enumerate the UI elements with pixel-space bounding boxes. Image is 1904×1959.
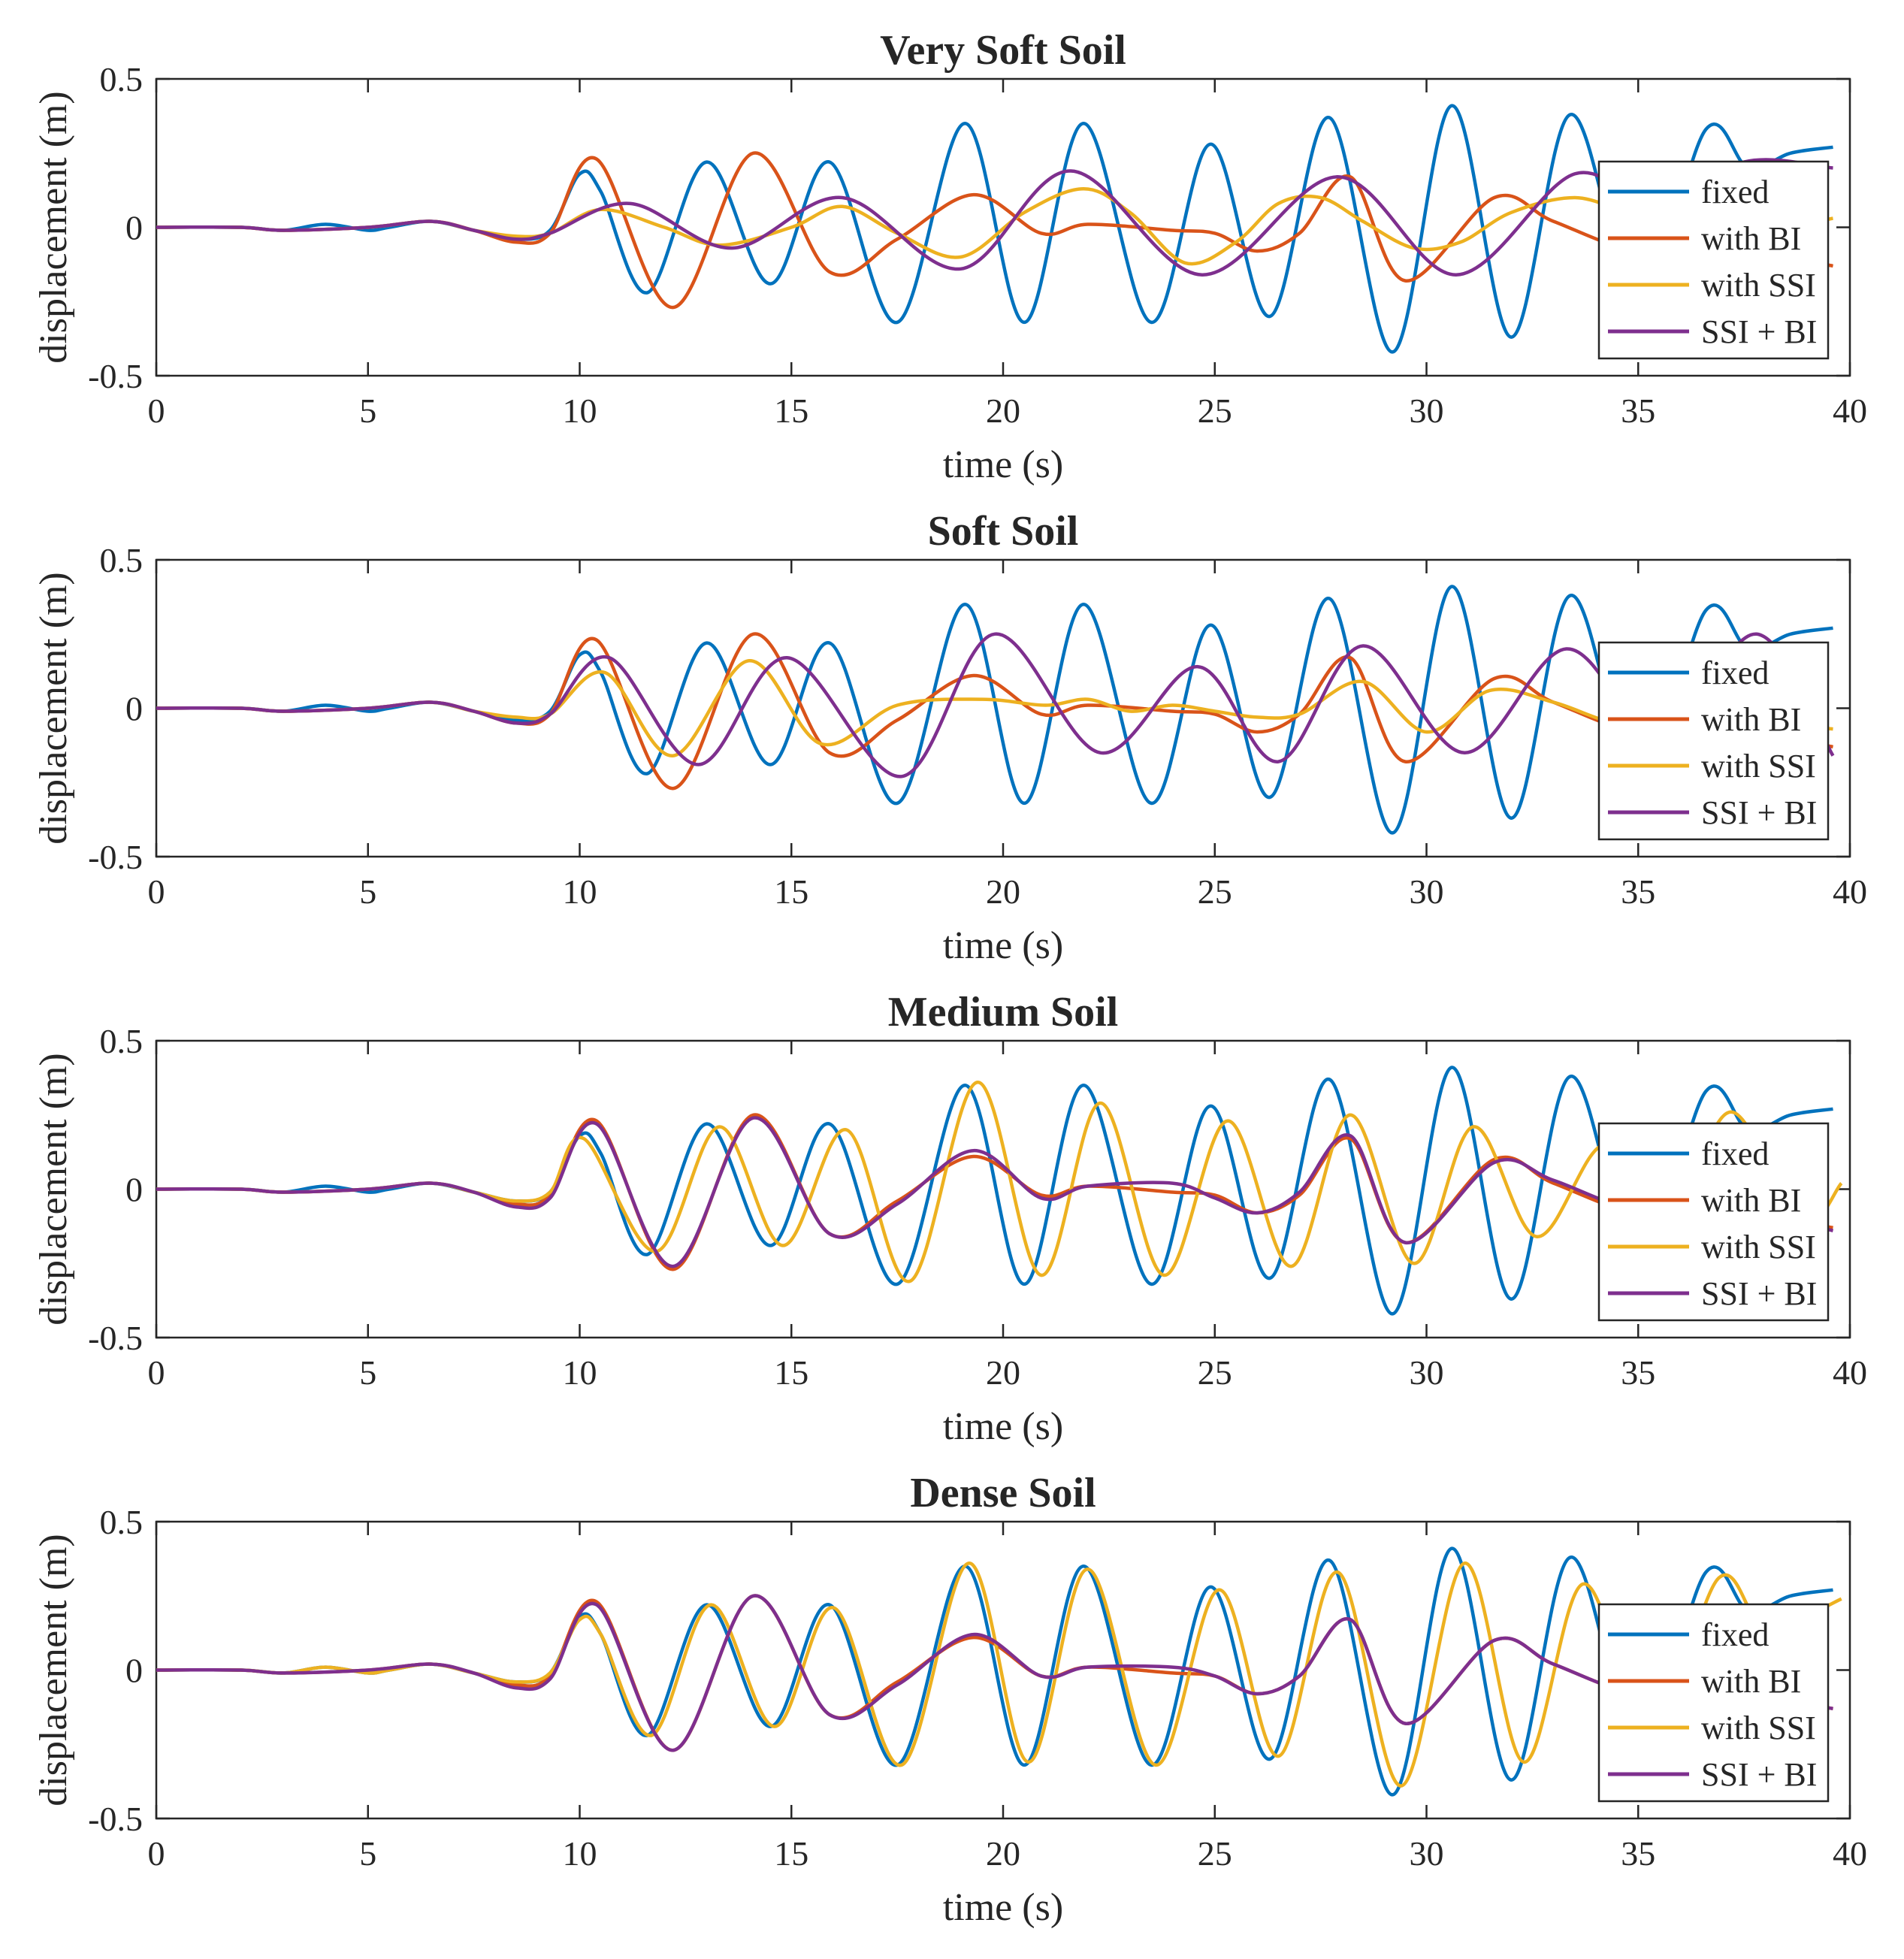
legend-box xyxy=(1597,160,1830,360)
legend-label-with-ssi: with SSI xyxy=(1701,267,1816,304)
x-tick-label: 5 xyxy=(359,391,376,430)
chart-title: Very Soft Soil xyxy=(880,27,1126,74)
plot-area xyxy=(155,1039,1851,1339)
x-tick-label: 40 xyxy=(1833,1353,1867,1392)
y-tick-label: 0.5 xyxy=(100,1503,144,1541)
legend-label-ssi-bi: SSI + BI xyxy=(1701,1275,1817,1312)
y-tick-label: -0.5 xyxy=(88,357,143,395)
legend-label-fixed: fixed xyxy=(1701,655,1769,691)
plot-area xyxy=(155,558,1851,858)
plot-area xyxy=(155,1520,1851,1820)
x-axis-label: time (s) xyxy=(943,924,1063,967)
y-tick-label: 0 xyxy=(125,690,143,728)
y-axis-label: displacement (m) xyxy=(32,1053,75,1325)
y-tick-label: 0 xyxy=(125,1171,143,1209)
legend-label-fixed: fixed xyxy=(1701,1616,1769,1653)
x-tick-label: 20 xyxy=(986,391,1020,430)
x-tick-label: 20 xyxy=(986,1834,1020,1873)
legend-label-with-bi: with BI xyxy=(1701,701,1801,738)
y-tick-label: 0 xyxy=(125,1652,143,1690)
x-tick-label: 20 xyxy=(986,872,1020,911)
x-tick-label: 40 xyxy=(1833,872,1867,911)
chart-title: Medium Soil xyxy=(888,989,1118,1035)
x-axis-label: time (s) xyxy=(943,1405,1063,1448)
x-tick-label: 35 xyxy=(1621,391,1655,430)
x-tick-label: 15 xyxy=(774,391,808,430)
x-tick-label: 10 xyxy=(563,1834,597,1873)
y-tick-label: -0.5 xyxy=(88,1319,143,1357)
series-line-with-ssi xyxy=(156,1081,1843,1283)
legend-label-with-ssi: with SSI xyxy=(1701,748,1816,785)
legend-label-ssi-bi: SSI + BI xyxy=(1701,794,1817,831)
legend-box xyxy=(1597,641,1830,841)
x-axis-label: time (s) xyxy=(943,443,1063,486)
legend: fixed with BI with SSI SSI + BI xyxy=(1597,1603,1830,1803)
x-tick-label: 25 xyxy=(1198,1353,1232,1392)
legend-label-with-bi: with BI xyxy=(1701,1663,1801,1700)
y-axis-label: displacement (m) xyxy=(32,91,75,363)
legend-label-fixed: fixed xyxy=(1701,1135,1769,1172)
x-tick-label: 0 xyxy=(148,1834,165,1873)
legend-box xyxy=(1597,1603,1830,1803)
x-tick-label: 10 xyxy=(563,1353,597,1392)
legend: fixed with BI with SSI SSI + BI xyxy=(1597,160,1830,360)
y-axis-label: displacement (m) xyxy=(32,572,75,844)
legend-label-with-ssi: with SSI xyxy=(1701,1229,1816,1265)
x-tick-label: 35 xyxy=(1621,1353,1655,1392)
legend-label-with-bi: with BI xyxy=(1701,1182,1801,1219)
legend-label-with-ssi: with SSI xyxy=(1701,1710,1816,1746)
series-line-ssi-bi xyxy=(156,1594,1833,1752)
legend-label-with-bi: with BI xyxy=(1701,220,1801,257)
x-tick-label: 5 xyxy=(359,1353,376,1392)
legend: fixed with BI with SSI SSI + BI xyxy=(1597,641,1830,841)
x-tick-label: 10 xyxy=(563,872,597,911)
x-axis-label: time (s) xyxy=(943,1886,1063,1929)
legend-label-ssi-bi: SSI + BI xyxy=(1701,313,1817,350)
series-line-ssi-bi xyxy=(156,158,1833,277)
x-tick-label: 25 xyxy=(1198,391,1232,430)
legend-box xyxy=(1597,1122,1830,1322)
x-tick-label: 30 xyxy=(1410,1834,1444,1873)
x-tick-label: 35 xyxy=(1621,1834,1655,1873)
y-tick-label: 0 xyxy=(125,209,143,247)
legend: fixed with BI with SSI SSI + BI xyxy=(1597,1122,1830,1322)
y-tick-label: -0.5 xyxy=(88,1800,143,1838)
y-tick-label: 0.5 xyxy=(100,541,144,579)
x-tick-label: 5 xyxy=(359,1834,376,1873)
legend-label-ssi-bi: SSI + BI xyxy=(1701,1756,1817,1793)
chart-title: Soft Soil xyxy=(928,508,1079,555)
x-tick-label: 15 xyxy=(774,1353,808,1392)
x-tick-label: 15 xyxy=(774,1834,808,1873)
x-tick-label: 25 xyxy=(1198,872,1232,911)
x-tick-label: 25 xyxy=(1198,1834,1232,1873)
x-tick-label: 0 xyxy=(148,1353,165,1392)
x-tick-label: 0 xyxy=(148,391,165,430)
series-line-ssi-bi xyxy=(156,632,1835,778)
chart-title: Dense Soil xyxy=(910,1470,1096,1516)
y-tick-label: -0.5 xyxy=(88,838,143,876)
y-tick-label: 0.5 xyxy=(100,1022,144,1060)
x-tick-label: 20 xyxy=(986,1353,1020,1392)
x-tick-label: 0 xyxy=(148,872,165,911)
legend-label-fixed: fixed xyxy=(1701,174,1769,210)
x-tick-label: 30 xyxy=(1410,391,1444,430)
series-line-ssi-bi xyxy=(156,1116,1834,1268)
x-tick-label: 5 xyxy=(359,872,376,911)
x-tick-label: 40 xyxy=(1833,391,1867,430)
x-tick-label: 10 xyxy=(563,391,597,430)
x-tick-label: 40 xyxy=(1833,1834,1867,1873)
x-tick-label: 35 xyxy=(1621,872,1655,911)
y-tick-label: 0.5 xyxy=(100,60,144,98)
y-axis-label: displacement (m) xyxy=(32,1534,75,1806)
series-line-with-ssi xyxy=(156,1561,1842,1788)
x-tick-label: 30 xyxy=(1410,1353,1444,1392)
x-tick-label: 15 xyxy=(774,872,808,911)
x-tick-label: 30 xyxy=(1410,872,1444,911)
